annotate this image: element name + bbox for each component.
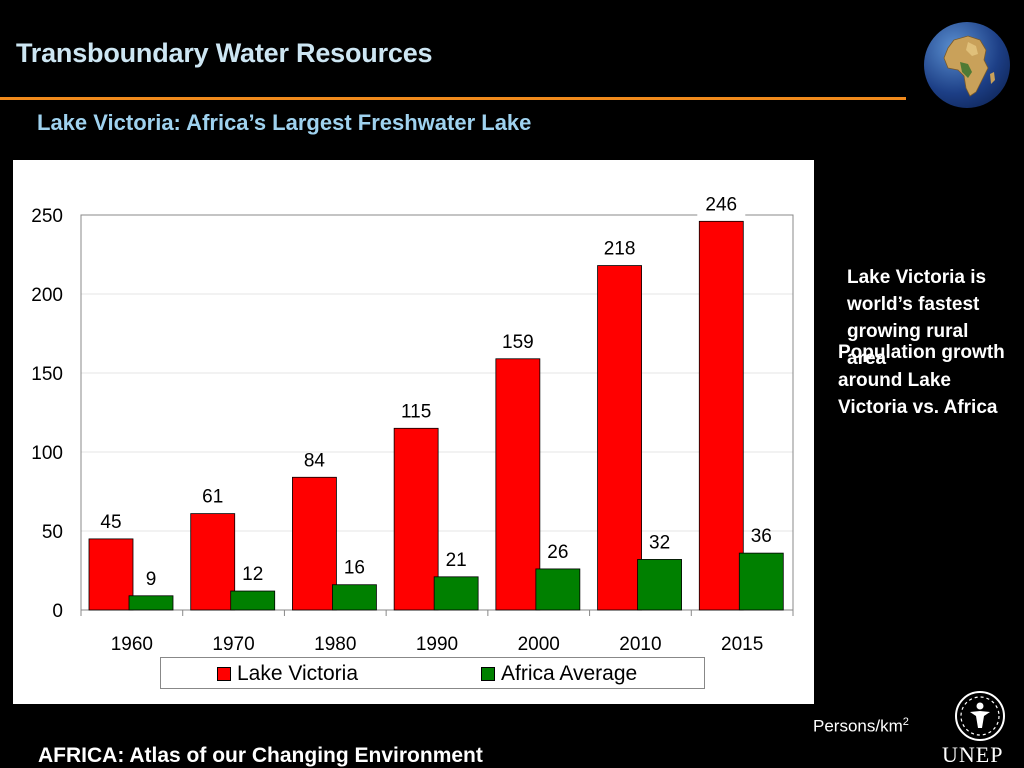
chart-legend: Lake Victoria Africa Average [160,657,705,689]
data-label-lake-victoria: 84 [304,450,326,471]
data-label-africa-average: 32 [649,532,670,553]
data-label-africa-average: 21 [446,550,467,571]
data-label-lake-victoria: 115 [401,401,431,422]
x-tick-label: 1980 [314,634,356,655]
bar-africa-average [738,552,784,611]
legend-label-africa-average: Africa Average [501,662,638,685]
x-tick-label: 2015 [721,634,763,655]
x-tick-label: 1990 [416,634,458,655]
y-tick-label: 200 [31,285,63,306]
data-label-lake-victoria: 45 [100,512,121,533]
slide-title: Transboundary Water Resources [16,38,433,68]
footer-title: AFRICA: Atlas of our Changing Environmen… [38,744,483,767]
y-tick-label: 50 [42,522,63,543]
x-tick-label: 2010 [619,634,661,655]
legend-label-lake-victoria: Lake Victoria [237,662,359,685]
legend-swatch-lake-victoria [217,667,231,681]
bar-africa-average [433,576,479,611]
data-label-africa-average: 26 [547,542,568,563]
x-tick-label: 2000 [518,634,560,655]
data-label-africa-average: 9 [146,569,157,590]
side-note-fastest-growing: Lake Victoria is world’s fastest growing… [847,267,987,369]
bar-africa-average [535,568,581,611]
chart-panel: 0 50 100 150 200 250 45 9 1960 61 12 1970 84 16 1980 11… [13,160,814,704]
data-label-background [697,190,746,217]
bar-lake-victoria [88,538,134,611]
data-label-africa-average: 36 [751,526,772,547]
unep-logo-text: UNEP [942,742,1004,767]
bar-lake-victoria [393,427,439,611]
data-label-lake-victoria: 159 [502,332,534,353]
legend-item-lake-victoria: Lake Victoria [217,662,358,686]
globe-icon [924,22,1010,108]
x-tick-label: 1970 [212,634,254,655]
legend-swatch-africa-average [481,667,495,681]
legend-item-africa-average: Africa Average [481,662,637,686]
data-label-africa-average: 16 [344,558,365,579]
bar-africa-average [230,590,276,611]
side-note-population-growth: Population growth around Lake Victoria v… [838,342,1005,418]
bar-lake-victoria [495,358,541,611]
data-label-lake-victoria: 246 [705,194,737,215]
y-tick-label: 250 [31,206,63,227]
data-label-lake-victoria: 218 [604,239,636,260]
units-superscript: 2 [902,716,909,728]
bar-lake-victoria [292,476,337,611]
bar-lake-victoria [597,265,642,611]
bar-africa-average [637,559,682,611]
bar-africa-average [128,595,174,611]
units-text: Persons/km [813,716,903,736]
bar-lake-victoria [190,513,236,611]
bar-chart: 0 50 100 150 200 250 45 9 1960 61 12 1970 84 16 1980 11… [31,190,794,655]
unep-logo [944,688,1016,768]
bar-lake-victoria [698,220,744,611]
data-label-africa-average: 12 [242,564,263,585]
y-tick-label: 150 [31,364,63,385]
slide-subtitle: Lake Victoria: Africa’s Largest Freshwat… [37,110,532,135]
bar-africa-average [332,584,377,611]
units-label: Persons/km2 [813,716,909,737]
y-tick-label: 100 [31,443,63,464]
x-tick-label: 1960 [111,634,153,655]
data-label-lake-victoria: 61 [202,487,223,508]
title-rule [0,97,906,100]
y-tick-label: 0 [52,601,63,622]
